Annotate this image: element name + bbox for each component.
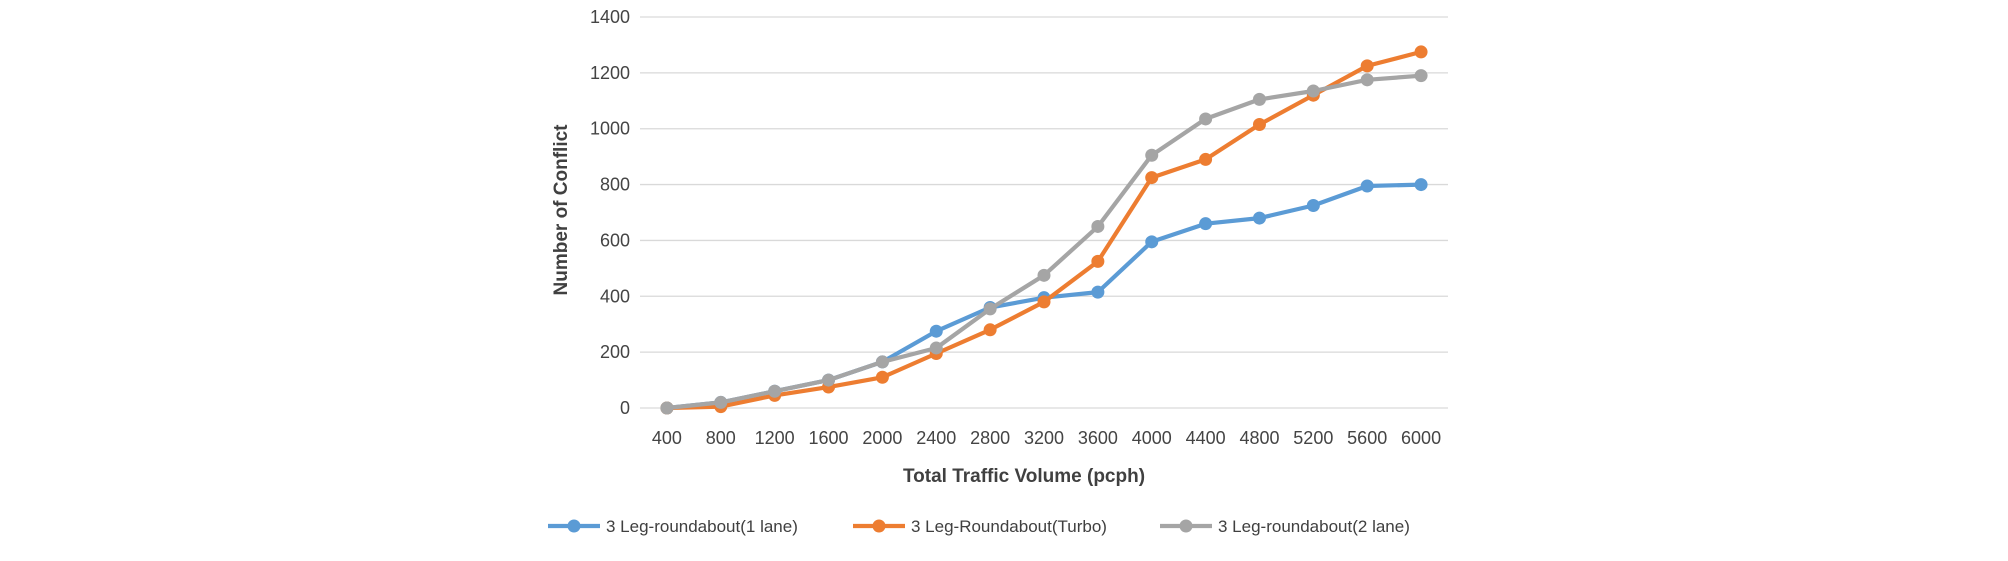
- data-point: [822, 373, 836, 387]
- y-tick-label: 1200: [590, 63, 630, 83]
- data-point: [929, 324, 943, 338]
- data-point: [983, 323, 997, 337]
- x-tick-label: 1600: [809, 428, 849, 448]
- x-tick-label: 5600: [1347, 428, 1387, 448]
- data-point: [1091, 219, 1105, 233]
- legend-label: 3 Leg-Roundabout(Turbo): [911, 517, 1107, 536]
- data-point: [875, 355, 889, 369]
- x-tick-label: 1200: [755, 428, 795, 448]
- legend-marker-icon: [567, 519, 581, 533]
- x-tick-label: 4000: [1132, 428, 1172, 448]
- x-tick-label: 3200: [1024, 428, 1064, 448]
- x-axis-ticks: 400 800 1200 1600 2000 2400 2800 3200 3600 4000 44…: [652, 428, 1441, 448]
- legend-item-1: 3 Leg-roundabout(1 lane): [548, 517, 798, 536]
- data-point: [1199, 112, 1213, 126]
- series-2: [660, 45, 1428, 415]
- x-tick-label: 4800: [1239, 428, 1279, 448]
- legend-label: 3 Leg-roundabout(2 lane): [1218, 517, 1410, 536]
- data-point: [1360, 73, 1374, 87]
- data-point: [1306, 199, 1320, 213]
- y-tick-label: 200: [600, 342, 630, 362]
- data-point: [1252, 92, 1266, 106]
- data-point: [660, 401, 674, 415]
- legend-marker-icon: [872, 519, 886, 533]
- data-point: [1252, 211, 1266, 225]
- legend: 3 Leg-roundabout(1 lane) 3 Leg-Roundabout…: [548, 517, 1410, 536]
- y-axis-title: Number of Conflict: [551, 124, 572, 296]
- legend-item-2: 3 Leg-Roundabout(Turbo): [853, 517, 1107, 536]
- x-tick-label: 4400: [1186, 428, 1226, 448]
- x-tick-label: 5200: [1293, 428, 1333, 448]
- x-tick-label: 400: [652, 428, 682, 448]
- data-point: [1091, 254, 1105, 268]
- data-point: [1414, 69, 1428, 83]
- data-point: [768, 384, 782, 398]
- series-line: [664, 73, 1424, 411]
- grid-layer: [640, 16, 1448, 409]
- legend-marker-icon: [1179, 519, 1193, 533]
- data-point: [1037, 268, 1051, 282]
- data-point: [1037, 295, 1051, 309]
- series-3: [660, 69, 1428, 415]
- x-tick-label: 2000: [862, 428, 902, 448]
- y-axis-ticks: 0 200 400 600 800 1000 1200 1400: [590, 7, 630, 418]
- data-point: [1199, 152, 1213, 166]
- data-point: [1145, 148, 1159, 162]
- data-point: [1252, 118, 1266, 132]
- y-tick-label: 600: [600, 230, 630, 250]
- series-line: [664, 49, 1424, 411]
- data-point: [1360, 179, 1374, 193]
- y-tick-label: 1000: [590, 119, 630, 139]
- data-point: [1306, 84, 1320, 98]
- data-point: [1145, 235, 1159, 249]
- data-point: [1414, 45, 1428, 59]
- x-tick-label: 3600: [1078, 428, 1118, 448]
- data-point: [875, 370, 889, 384]
- series-layer: [660, 45, 1428, 415]
- x-axis-title: Total Traffic Volume (pcph): [903, 466, 1145, 487]
- x-tick-label: 2800: [970, 428, 1010, 448]
- y-tick-label: 1400: [590, 7, 630, 27]
- data-point: [1360, 59, 1374, 73]
- legend-label: 3 Leg-roundabout(1 lane): [606, 517, 798, 536]
- data-point: [1091, 285, 1105, 299]
- data-point: [929, 341, 943, 355]
- x-tick-label: 6000: [1401, 428, 1441, 448]
- data-point: [1414, 178, 1428, 192]
- data-point: [1199, 217, 1213, 231]
- y-tick-label: 400: [600, 286, 630, 306]
- data-point: [983, 302, 997, 316]
- x-tick-label: 2400: [916, 428, 956, 448]
- x-tick-label: 800: [706, 428, 736, 448]
- y-tick-label: 800: [600, 175, 630, 195]
- legend-item-3: 3 Leg-roundabout(2 lane): [1160, 517, 1410, 536]
- data-point: [1145, 171, 1159, 185]
- data-point: [714, 395, 728, 409]
- y-tick-label: 0: [620, 398, 630, 418]
